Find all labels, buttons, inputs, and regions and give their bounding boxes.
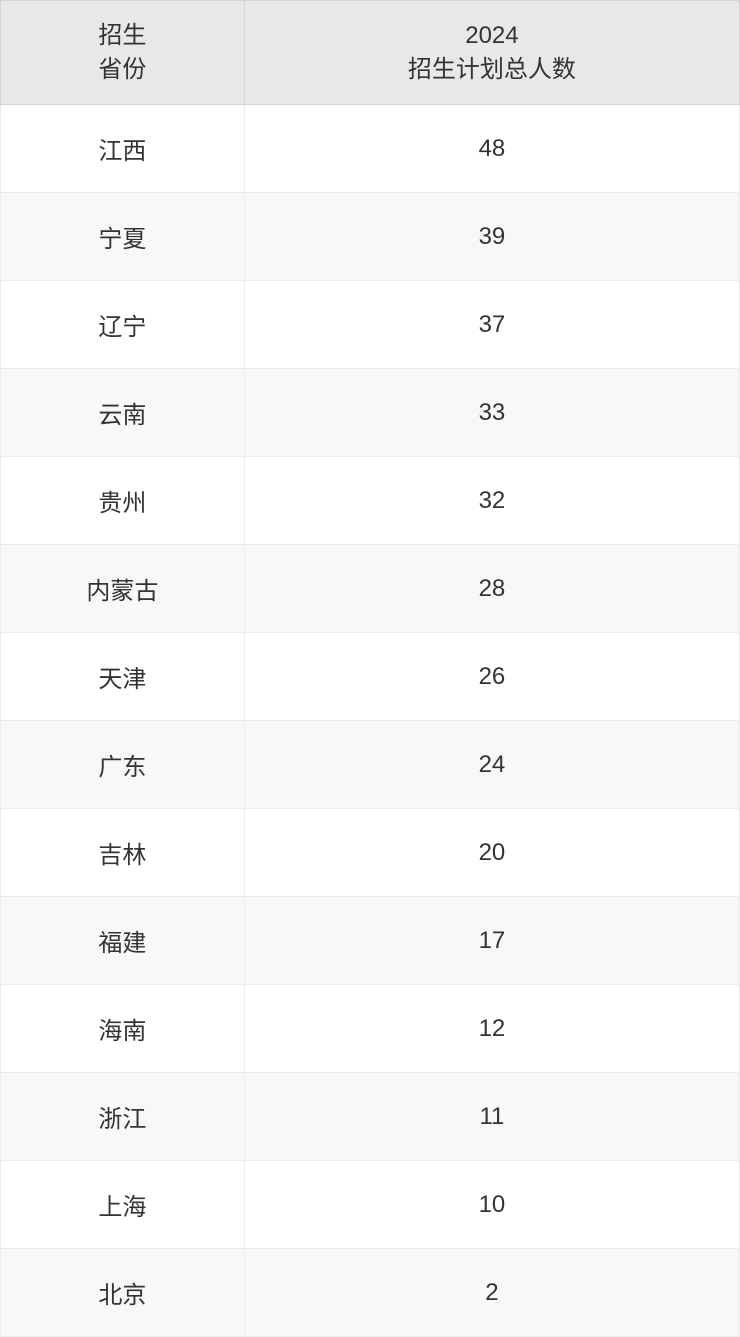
cell-count: 26 — [244, 633, 739, 721]
table-row: 上海10 — [1, 1161, 740, 1249]
table-row: 辽宁37 — [1, 281, 740, 369]
cell-province: 浙江 — [1, 1073, 245, 1161]
header-count-line2: 招生计划总人数 — [408, 56, 576, 83]
cell-count: 33 — [244, 369, 739, 457]
cell-count: 20 — [244, 809, 739, 897]
cell-province: 吉林 — [1, 809, 245, 897]
table-row: 天津26 — [1, 633, 740, 721]
table-row: 江西48 — [1, 105, 740, 193]
cell-count: 10 — [244, 1161, 739, 1249]
admissions-table: 招生 省份 2024 招生计划总人数 江西48宁夏39辽宁37云南33贵州32内… — [0, 0, 740, 1337]
table-body: 江西48宁夏39辽宁37云南33贵州32内蒙古28天津26广东24吉林20福建1… — [1, 105, 740, 1337]
table-row: 内蒙古28 — [1, 545, 740, 633]
table-row: 云南33 — [1, 369, 740, 457]
cell-province: 辽宁 — [1, 281, 245, 369]
table-row: 贵州32 — [1, 457, 740, 545]
cell-province: 贵州 — [1, 457, 245, 545]
cell-count: 11 — [244, 1073, 739, 1161]
cell-count: 32 — [244, 457, 739, 545]
header-province-line1: 招生 — [98, 22, 146, 49]
cell-province: 上海 — [1, 1161, 245, 1249]
header-count-line1: 2024 — [465, 22, 518, 49]
header-province-line2: 省份 — [98, 56, 146, 83]
cell-province: 宁夏 — [1, 193, 245, 281]
table-row: 宁夏39 — [1, 193, 740, 281]
cell-province: 天津 — [1, 633, 245, 721]
table-row: 福建17 — [1, 897, 740, 985]
cell-count: 12 — [244, 985, 739, 1073]
cell-count: 2 — [244, 1249, 739, 1337]
table-row: 吉林20 — [1, 809, 740, 897]
cell-count: 28 — [244, 545, 739, 633]
cell-province: 内蒙古 — [1, 545, 245, 633]
cell-province: 北京 — [1, 1249, 245, 1337]
header-province: 招生 省份 — [1, 1, 245, 105]
cell-province: 福建 — [1, 897, 245, 985]
table-row: 广东24 — [1, 721, 740, 809]
table-row: 海南12 — [1, 985, 740, 1073]
cell-province: 云南 — [1, 369, 245, 457]
cell-count: 37 — [244, 281, 739, 369]
cell-count: 39 — [244, 193, 739, 281]
table-row: 浙江11 — [1, 1073, 740, 1161]
header-count: 2024 招生计划总人数 — [244, 1, 739, 105]
table-header-row: 招生 省份 2024 招生计划总人数 — [1, 1, 740, 105]
cell-count: 48 — [244, 105, 739, 193]
cell-count: 24 — [244, 721, 739, 809]
cell-province: 广东 — [1, 721, 245, 809]
cell-province: 江西 — [1, 105, 245, 193]
cell-province: 海南 — [1, 985, 245, 1073]
cell-count: 17 — [244, 897, 739, 985]
table-row: 北京2 — [1, 1249, 740, 1337]
